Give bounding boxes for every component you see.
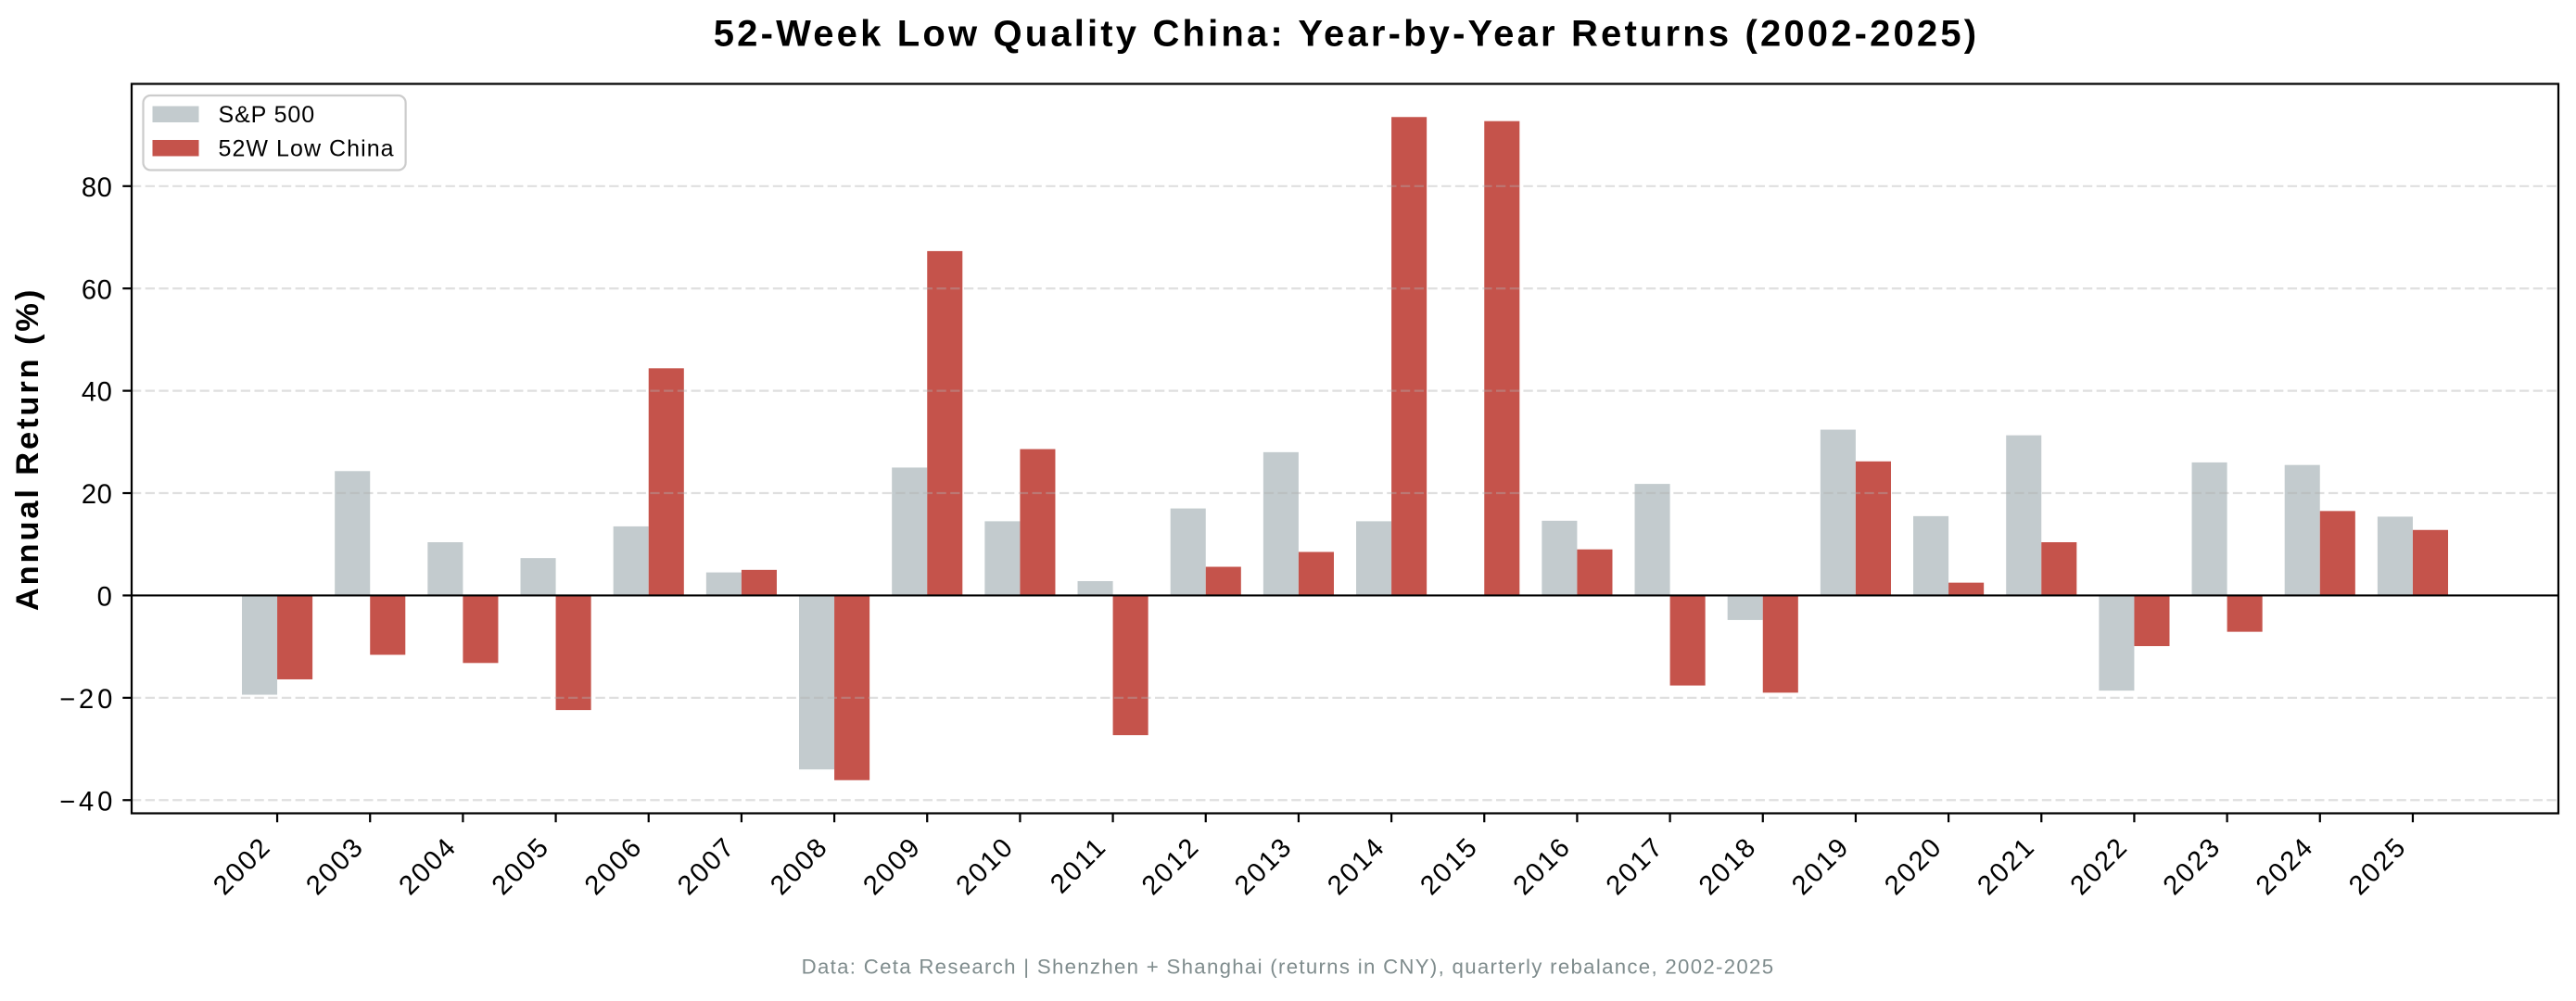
svg-text:20: 20 xyxy=(82,480,112,510)
svg-text:−20: −20 xyxy=(59,685,116,715)
svg-text:Data: Ceta Research | Shenzhen: Data: Ceta Research | Shenzhen + Shangha… xyxy=(802,955,1775,978)
svg-text:52-Week Low Quality China: Yea: 52-Week Low Quality China: Year-by-Year … xyxy=(714,14,1979,55)
svg-text:0: 0 xyxy=(97,583,113,613)
svg-text:52W Low China: 52W Low China xyxy=(219,136,395,162)
svg-text:80: 80 xyxy=(82,173,112,203)
svg-text:60: 60 xyxy=(82,275,112,305)
svg-text:S&P 500: S&P 500 xyxy=(219,102,316,128)
svg-text:Annual Return (%): Annual Return (%) xyxy=(10,287,45,611)
svg-text:−40: −40 xyxy=(59,787,116,817)
svg-text:40: 40 xyxy=(82,378,112,408)
